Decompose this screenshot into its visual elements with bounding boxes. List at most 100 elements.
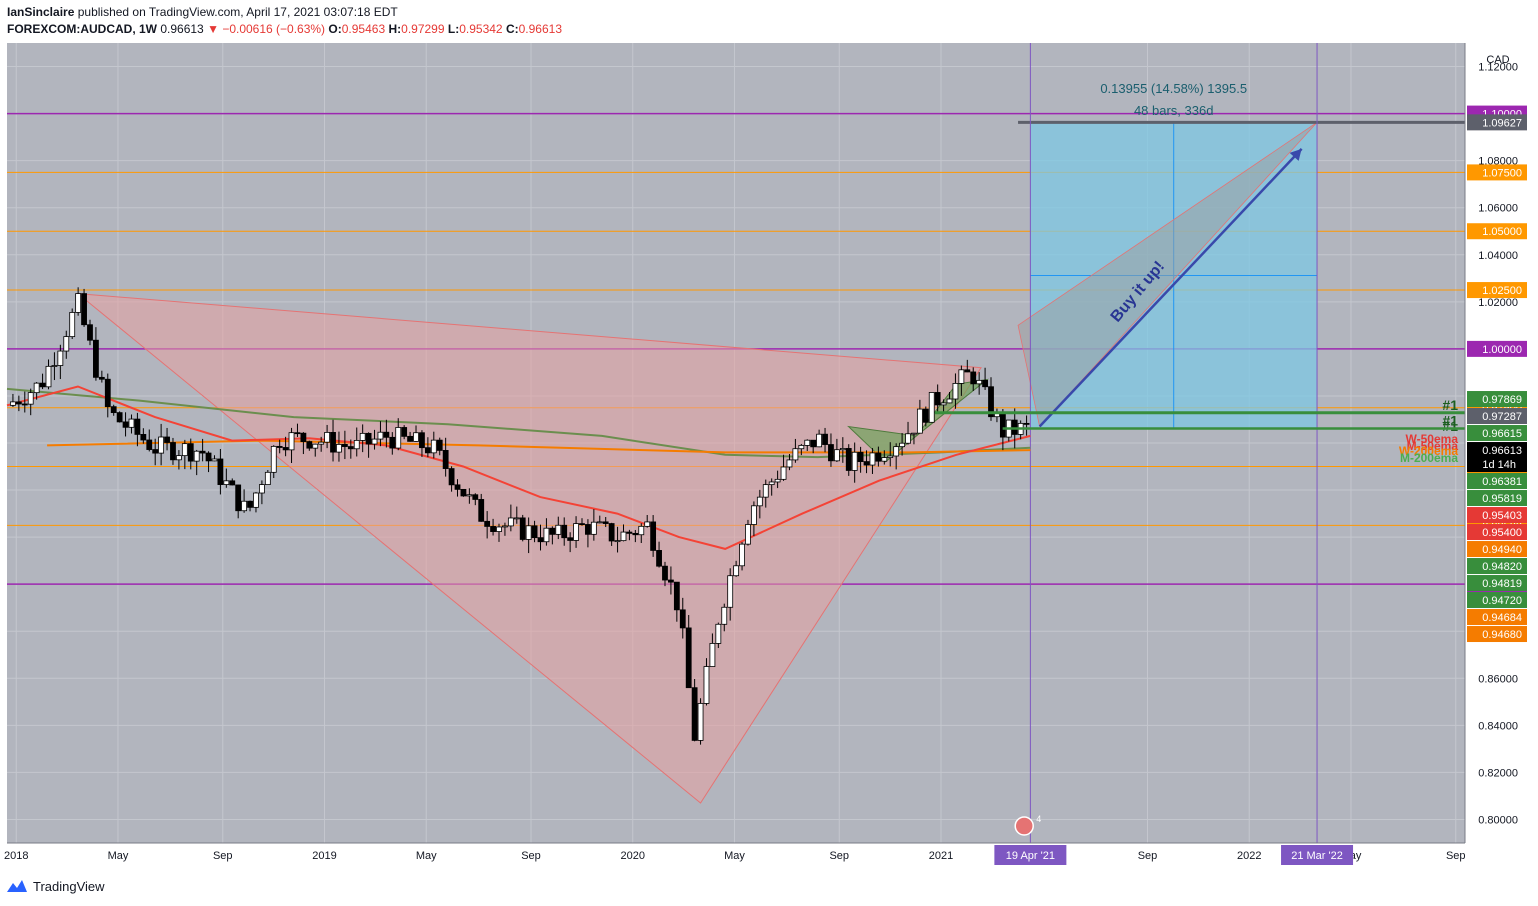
event-icon[interactable] [1014, 816, 1034, 836]
candle-body[interactable] [347, 446, 354, 450]
candle-body[interactable] [668, 579, 674, 583]
candle-body[interactable] [407, 435, 413, 442]
candle-body[interactable] [893, 446, 900, 457]
candle-body[interactable] [638, 525, 645, 536]
candle-body[interactable] [98, 376, 105, 380]
candle-body[interactable] [887, 455, 894, 458]
candle-body[interactable] [205, 452, 212, 462]
candle-body[interactable] [241, 500, 248, 512]
candle-body[interactable] [247, 500, 253, 508]
candle-body[interactable] [116, 412, 123, 423]
candle-body[interactable] [697, 703, 704, 741]
candle-body[interactable] [928, 392, 935, 423]
candle-body[interactable] [300, 432, 307, 443]
candle-body[interactable] [727, 575, 734, 608]
candle-body[interactable] [810, 439, 817, 448]
candle-body[interactable] [288, 432, 295, 451]
candle-body[interactable] [786, 459, 793, 468]
candle-body[interactable] [235, 484, 242, 512]
candle-body[interactable] [294, 432, 301, 435]
candle-body[interactable] [733, 565, 740, 577]
candle-body[interactable] [229, 480, 236, 486]
candle-body[interactable] [146, 439, 153, 450]
candle-body[interactable] [419, 432, 425, 449]
candle-body[interactable] [75, 293, 82, 313]
candle-body[interactable] [792, 448, 799, 461]
candle-body[interactable] [656, 550, 662, 567]
candle-body[interactable] [460, 488, 467, 497]
candle-body[interactable] [490, 526, 496, 532]
candle-body[interactable] [585, 524, 591, 535]
candle-body[interactable] [620, 531, 627, 542]
candle-body[interactable] [389, 436, 396, 449]
candle-body[interactable] [513, 517, 520, 520]
candle-body[interactable] [81, 293, 87, 326]
candle-body[interactable] [170, 442, 176, 461]
candle-body[interactable] [988, 386, 994, 418]
candle-body[interactable] [531, 525, 538, 539]
candle-body[interactable] [104, 378, 111, 408]
candle-body[interactable] [87, 324, 93, 341]
candle-body[interactable] [276, 445, 283, 448]
candle-body[interactable] [496, 526, 502, 532]
candle-body[interactable] [774, 478, 781, 483]
candle-body[interactable] [662, 565, 668, 581]
candle-body[interactable] [596, 521, 603, 524]
candle-body[interactable] [976, 379, 983, 385]
candle-body[interactable] [336, 444, 342, 453]
candle-body[interactable] [413, 432, 419, 442]
candle-body[interactable] [466, 494, 473, 497]
candle-body[interactable] [176, 455, 182, 461]
candle-body[interactable] [454, 484, 461, 490]
candle-body[interactable] [282, 447, 289, 451]
candle-body[interactable] [10, 401, 16, 406]
candle-body[interactable] [264, 471, 271, 486]
candle-body[interactable] [152, 449, 159, 454]
candle-body[interactable] [899, 442, 905, 448]
candle-body[interactable] [632, 532, 639, 536]
candle-body[interactable] [134, 418, 141, 435]
candle-body[interactable] [751, 505, 757, 525]
harmonic-pattern-shape[interactable] [76, 292, 982, 804]
candle-body[interactable] [258, 484, 265, 494]
candle-body[interactable] [721, 606, 728, 625]
candle-body[interactable] [685, 627, 692, 689]
candle-body[interactable] [816, 433, 823, 448]
candle-body[interactable] [525, 525, 532, 540]
candle-body[interactable] [673, 581, 680, 611]
candle-body[interactable] [745, 524, 751, 545]
candle-body[interactable] [982, 379, 988, 388]
candle-body[interactable] [851, 451, 858, 471]
candle-body[interactable] [573, 523, 579, 541]
candle-body[interactable] [472, 494, 479, 500]
candle-body[interactable] [27, 392, 34, 405]
candle-body[interactable] [211, 458, 218, 462]
candle-body[interactable] [502, 525, 508, 528]
candle-body[interactable] [970, 371, 977, 385]
candle-body[interactable] [869, 452, 876, 466]
candle-body[interactable] [436, 439, 443, 451]
candle-body[interactable] [217, 458, 224, 485]
candle-body[interactable] [940, 402, 947, 406]
candle-body[interactable] [839, 448, 846, 451]
candle-body[interactable] [93, 339, 99, 378]
candle-body[interactable] [691, 687, 698, 741]
candle-body[interactable] [330, 432, 336, 453]
candle-body[interactable] [63, 336, 70, 352]
candle-body[interactable] [875, 452, 882, 462]
candle-body[interactable] [187, 443, 194, 462]
candle-body[interactable] [626, 531, 633, 534]
candle-body[interactable] [365, 432, 372, 445]
candle-body[interactable] [193, 450, 200, 462]
candle-body[interactable] [383, 431, 390, 438]
candle-body[interactable] [567, 537, 574, 541]
candle-body[interactable] [934, 392, 941, 406]
candle-body[interactable] [756, 496, 763, 507]
candle-body[interactable] [51, 365, 58, 367]
candle-body[interactable] [999, 412, 1006, 438]
candle-body[interactable] [448, 468, 455, 486]
candle-body[interactable] [318, 441, 325, 445]
candle-body[interactable] [857, 451, 864, 462]
candle-body[interactable] [341, 444, 348, 447]
